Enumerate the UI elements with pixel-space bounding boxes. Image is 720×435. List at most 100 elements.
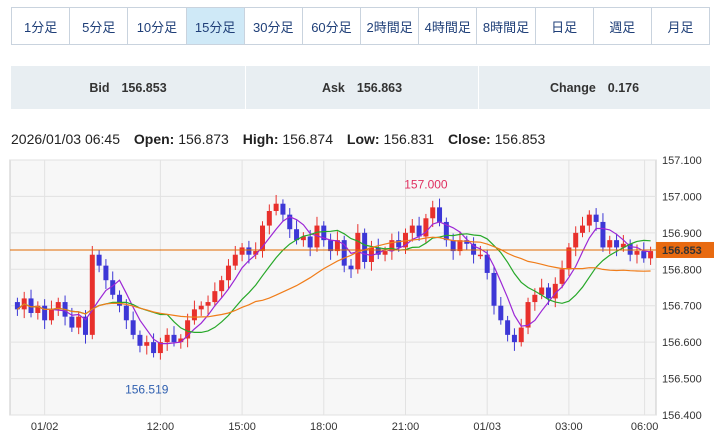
x-tick-label: 01/03 xyxy=(473,421,501,433)
candle-body xyxy=(205,302,211,306)
ohlc-datetime: 2026/01/03 06:45 xyxy=(11,131,120,147)
x-tick-label: 03:00 xyxy=(555,421,583,433)
timeframe-tabs: 1分足 5分足 10分足 15分足 30分足 60分足 2時間足 4時間足 8時間足 日足 週足 月足 xyxy=(11,7,710,45)
candle-body xyxy=(491,272,497,306)
candle-body xyxy=(477,254,483,257)
low-label: Low: xyxy=(346,131,380,147)
candle-body xyxy=(505,320,511,335)
candle-body xyxy=(375,247,381,255)
y-tick-label: 157.100 xyxy=(662,155,702,167)
candle-body xyxy=(294,229,300,241)
candle-body xyxy=(600,221,606,248)
candle-body xyxy=(123,305,129,321)
candle-body xyxy=(103,265,109,281)
candle-body xyxy=(28,298,34,313)
candle-body xyxy=(573,232,579,248)
bid-label: Bid xyxy=(89,80,110,95)
candle-body xyxy=(430,207,436,219)
low-value: 156.831 xyxy=(383,131,435,147)
candle-body xyxy=(580,225,586,233)
candle-body xyxy=(525,302,531,328)
tab-5[interactable]: 60分足 xyxy=(303,8,362,44)
candle-body xyxy=(314,225,320,248)
candle-body xyxy=(545,287,551,299)
tab-11[interactable]: 月足 xyxy=(667,19,694,35)
candle-body xyxy=(321,225,327,241)
ask-value: 156.863 xyxy=(356,80,403,95)
high-value: 156.874 xyxy=(282,131,333,147)
candle-body xyxy=(368,247,374,262)
tab-2[interactable]: 10分足 xyxy=(128,8,187,44)
candle-body xyxy=(191,309,197,321)
candle-body xyxy=(566,247,572,270)
candle-body xyxy=(362,232,368,262)
tab-3[interactable]: 15分足 xyxy=(186,8,245,44)
candle-body xyxy=(355,232,361,270)
tab-7[interactable]: 4時間足 xyxy=(419,8,478,44)
candle-body xyxy=(157,342,163,354)
candle-body xyxy=(443,221,449,241)
candle-body xyxy=(437,207,443,222)
y-tick-label: 156.600 xyxy=(662,337,702,349)
candle-body xyxy=(348,265,354,270)
candle-body xyxy=(484,254,490,273)
candle-body xyxy=(634,251,640,255)
candle-body xyxy=(89,254,95,335)
tab-4[interactable]: 30分足 xyxy=(245,8,303,44)
candle-body xyxy=(416,225,422,237)
candle-body xyxy=(300,236,306,241)
x-tick-label: 18:00 xyxy=(310,421,338,433)
candle-body xyxy=(246,247,252,255)
candle-body xyxy=(641,251,647,259)
candle-body xyxy=(232,254,238,266)
current-price-tag xyxy=(656,241,714,258)
candle-body xyxy=(225,265,231,281)
candle-body xyxy=(450,240,456,252)
tab-1[interactable]: 5分足 xyxy=(70,8,129,44)
candle-body xyxy=(382,251,388,255)
candle-body xyxy=(518,327,524,343)
candle-body xyxy=(266,211,272,226)
candle-body xyxy=(341,240,347,266)
open-label: Open: xyxy=(133,131,175,147)
tab-6[interactable]: 2時間足 xyxy=(361,8,420,44)
candle-body xyxy=(14,302,20,310)
change-value: 0.176 xyxy=(607,80,640,95)
candle-body xyxy=(328,240,334,252)
ma-mid-line xyxy=(17,229,651,333)
candle-body xyxy=(648,251,654,259)
candle-body xyxy=(614,240,620,248)
bid-value: 156.853 xyxy=(121,80,167,95)
candle-body xyxy=(620,243,626,248)
candle-body xyxy=(239,247,245,255)
candle-body xyxy=(559,269,565,284)
tab-10[interactable]: 週足 xyxy=(594,8,652,44)
candle-body xyxy=(423,218,429,237)
candle-body xyxy=(607,240,613,248)
x-tick-label: 01/02 xyxy=(31,421,59,433)
candle-body xyxy=(287,214,293,230)
current-price-label: 156.853 xyxy=(662,245,702,257)
candle-body xyxy=(539,287,545,295)
candle-body xyxy=(35,305,41,313)
tab-9[interactable]: 日足 xyxy=(536,8,594,44)
candle-body xyxy=(464,240,470,244)
candle-body xyxy=(402,232,408,248)
candle-body xyxy=(219,280,225,292)
close-label: Close: xyxy=(447,131,491,147)
candle-body xyxy=(511,334,517,343)
change-box: Change 0.176 xyxy=(479,66,710,109)
y-tick-label: 156.400 xyxy=(662,410,702,422)
candle-body xyxy=(144,342,150,346)
x-tick-label: 21:00 xyxy=(392,421,420,433)
candle-body xyxy=(82,316,88,335)
change-label: Change xyxy=(549,80,596,95)
candle-body xyxy=(151,342,157,354)
tab-0[interactable]: 1分足 xyxy=(12,8,71,44)
open-value: 156.873 xyxy=(178,131,229,147)
tab-8[interactable]: 8時間足 xyxy=(477,8,536,44)
ohlc-info: 2026/01/03 06:45 Open: 156.873 High: 156… xyxy=(11,131,545,147)
candle-body xyxy=(307,236,313,248)
candle-body xyxy=(164,334,170,343)
candle-body xyxy=(185,320,191,339)
